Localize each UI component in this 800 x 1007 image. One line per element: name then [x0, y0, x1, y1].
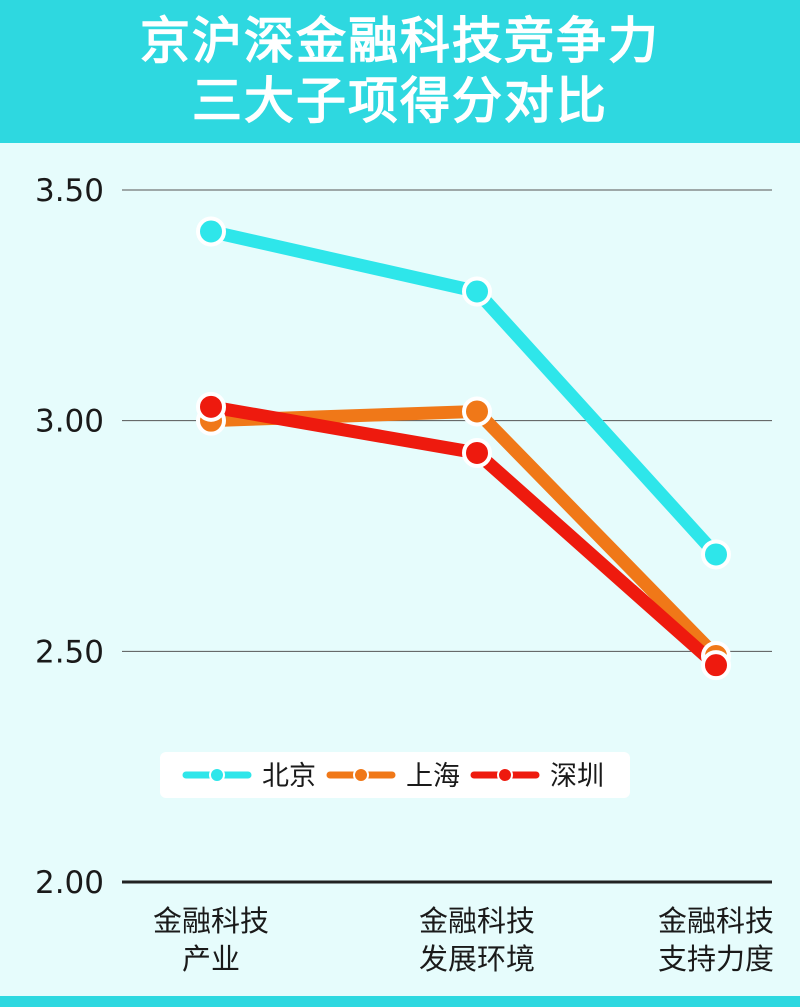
data-point: [196, 391, 226, 422]
legend-label: 深圳: [550, 761, 604, 792]
legend-label: 上海: [406, 761, 460, 792]
chart-title-line-2: 三大子项得分对比: [192, 72, 608, 130]
y-tick-label: 3.50: [35, 173, 104, 209]
y-tick-label: 2.00: [35, 865, 104, 901]
legend: 北京 上海 深圳: [160, 752, 630, 798]
y-tick-label: 2.50: [35, 634, 104, 670]
data-point: [701, 650, 731, 681]
bottom-accent-bar: [0, 996, 800, 1007]
x-tick-label: 产业: [182, 942, 240, 976]
chart-title-line-1: 京沪深金融科技竞争力: [140, 12, 660, 70]
legend-label: 北京: [262, 761, 316, 792]
legend-swatch-marker: [209, 767, 225, 783]
x-tick-label: 金融科技: [153, 904, 269, 938]
x-tick-label: 发展环境: [419, 942, 535, 976]
data-point: [462, 396, 492, 427]
data-point: [462, 276, 492, 307]
series-line-3: [204, 400, 723, 672]
x-tick-label: 金融科技: [419, 904, 535, 938]
x-tick-label: 金融科技: [658, 904, 774, 938]
x-tick-label: 支持力度: [658, 942, 774, 976]
series-line-1: [204, 225, 723, 561]
legend-swatch-marker: [353, 767, 369, 783]
data-point: [196, 216, 226, 247]
data-point: [462, 437, 492, 468]
y-tick-label: 3.00: [35, 404, 104, 440]
title-banner: 京沪深金融科技竞争力 三大子项得分对比: [0, 0, 800, 143]
legend-swatch-marker: [497, 767, 513, 783]
data-point: [701, 539, 731, 570]
